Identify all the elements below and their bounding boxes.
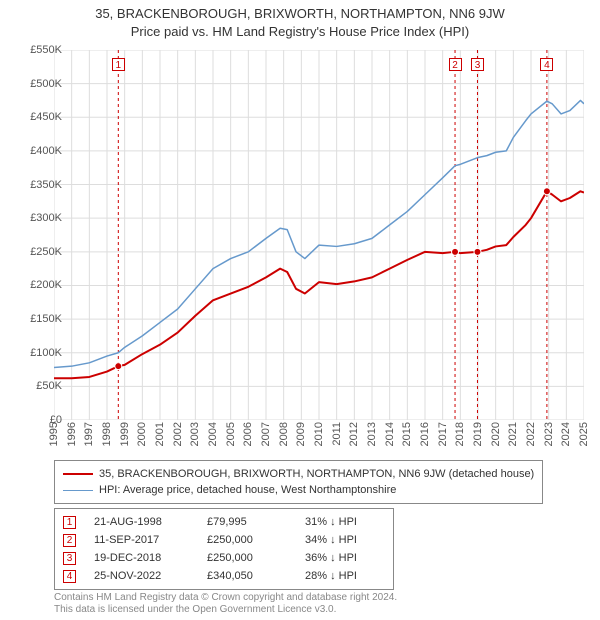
sale-marker-4: 4 xyxy=(540,58,553,71)
legend-item: 35, BRACKENBOROUGH, BRIXWORTH, NORTHAMPT… xyxy=(63,466,534,482)
sales-row-date: 21-AUG-1998 xyxy=(94,516,189,528)
x-axis-tick: 2012 xyxy=(348,422,360,446)
attribution-footer: Contains HM Land Registry data © Crown c… xyxy=(54,592,397,616)
x-axis-tick: 2020 xyxy=(490,422,502,446)
sales-row-date: 25-NOV-2022 xyxy=(94,570,189,582)
legend-item: HPI: Average price, detached house, West… xyxy=(63,482,534,498)
legend-swatch xyxy=(63,490,93,491)
footer-line-1: Contains HM Land Registry data © Crown c… xyxy=(54,592,397,604)
x-axis-tick: 2019 xyxy=(472,422,484,446)
sales-row-diff: 28% ↓ HPI xyxy=(305,570,385,582)
x-axis-tick: 1997 xyxy=(83,422,95,446)
x-axis-tick: 2023 xyxy=(543,422,555,446)
sales-row-marker: 1 xyxy=(63,516,76,529)
y-axis-tick: £200K xyxy=(12,279,62,291)
x-axis-tick: 2025 xyxy=(578,422,590,446)
sales-row-price: £250,000 xyxy=(207,534,287,546)
legend-swatch xyxy=(63,473,93,475)
sales-row-price: £340,050 xyxy=(207,570,287,582)
y-axis-tick: £450K xyxy=(12,111,62,123)
sales-row-diff: 36% ↓ HPI xyxy=(305,552,385,564)
legend-label: HPI: Average price, detached house, West… xyxy=(99,484,396,496)
sale-marker-2: 2 xyxy=(449,58,462,71)
x-axis-tick: 2004 xyxy=(207,422,219,446)
sales-row-date: 19-DEC-2018 xyxy=(94,552,189,564)
price-chart xyxy=(54,50,584,420)
sales-row-date: 11-SEP-2017 xyxy=(94,534,189,546)
x-axis-tick: 2003 xyxy=(189,422,201,446)
sale-marker-3: 3 xyxy=(471,58,484,71)
footer-line-2: This data is licensed under the Open Gov… xyxy=(54,604,397,616)
y-axis-tick: £100K xyxy=(12,347,62,359)
y-axis-tick: £400K xyxy=(12,145,62,157)
y-axis-tick: £350K xyxy=(12,179,62,191)
x-axis-tick: 2016 xyxy=(419,422,431,446)
x-axis-tick: 1998 xyxy=(101,422,113,446)
sales-table-row: 2 11-SEP-2017 £250,000 34% ↓ HPI xyxy=(63,531,385,549)
x-axis-tick: 1995 xyxy=(48,422,60,446)
sales-table: 1 21-AUG-1998 £79,995 31% ↓ HPI 2 11-SEP-2017… xyxy=(54,508,394,590)
sales-row-price: £79,995 xyxy=(207,516,287,528)
x-axis-tick: 2008 xyxy=(278,422,290,446)
x-axis-tick: 2009 xyxy=(295,422,307,446)
sales-table-row: 4 25-NOV-2022 £340,050 28% ↓ HPI xyxy=(63,567,385,585)
y-axis-tick: £250K xyxy=(12,246,62,258)
legend-label: 35, BRACKENBOROUGH, BRIXWORTH, NORTHAMPT… xyxy=(99,468,534,480)
x-axis-tick: 2002 xyxy=(172,422,184,446)
x-axis-tick: 2014 xyxy=(384,422,396,446)
x-axis-tick: 2010 xyxy=(313,422,325,446)
sales-row-marker: 2 xyxy=(63,534,76,547)
x-axis-tick: 2022 xyxy=(525,422,537,446)
sales-row-diff: 34% ↓ HPI xyxy=(305,534,385,546)
chart-legend: 35, BRACKENBOROUGH, BRIXWORTH, NORTHAMPT… xyxy=(54,460,543,504)
x-axis-tick: 2024 xyxy=(560,422,572,446)
y-axis-tick: £150K xyxy=(12,313,62,325)
y-axis-tick: £500K xyxy=(12,78,62,90)
x-axis-tick: 1996 xyxy=(66,422,78,446)
x-axis-tick: 2007 xyxy=(260,422,272,446)
x-axis-tick: 2006 xyxy=(242,422,254,446)
y-axis-tick: £50K xyxy=(12,380,62,392)
sales-table-row: 1 21-AUG-1998 £79,995 31% ↓ HPI xyxy=(63,513,385,531)
sales-row-marker: 3 xyxy=(63,552,76,565)
sales-row-diff: 31% ↓ HPI xyxy=(305,516,385,528)
sales-row-price: £250,000 xyxy=(207,552,287,564)
x-axis-tick: 2013 xyxy=(366,422,378,446)
x-axis-tick: 2001 xyxy=(154,422,166,446)
x-axis-tick: 2000 xyxy=(136,422,148,446)
page-title-line2: Price paid vs. HM Land Registry's House … xyxy=(0,24,600,39)
sales-table-row: 3 19-DEC-2018 £250,000 36% ↓ HPI xyxy=(63,549,385,567)
page-title-line1: 35, BRACKENBOROUGH, BRIXWORTH, NORTHAMPT… xyxy=(0,6,600,21)
x-axis-tick: 2021 xyxy=(507,422,519,446)
x-axis-tick: 2017 xyxy=(437,422,449,446)
x-axis-tick: 1999 xyxy=(119,422,131,446)
x-axis-tick: 2018 xyxy=(454,422,466,446)
x-axis-tick: 2011 xyxy=(331,422,343,446)
sales-row-marker: 4 xyxy=(63,570,76,583)
x-axis-tick: 2015 xyxy=(401,422,413,446)
y-axis-tick: £300K xyxy=(12,212,62,224)
y-axis-tick: £550K xyxy=(12,44,62,56)
x-axis-tick: 2005 xyxy=(225,422,237,446)
sale-marker-1: 1 xyxy=(112,58,125,71)
